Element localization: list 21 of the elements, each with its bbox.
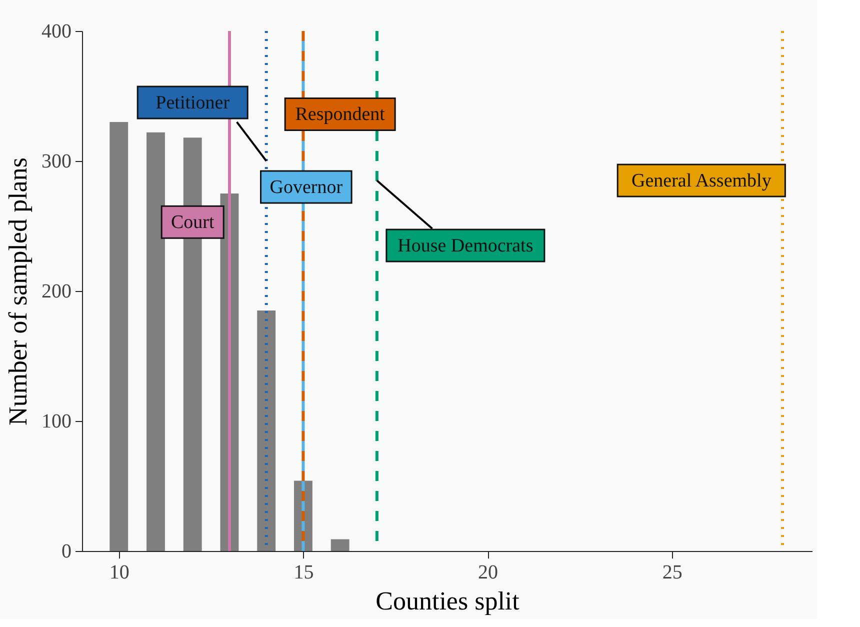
y-tick-label: 100 xyxy=(42,410,72,432)
bar xyxy=(330,539,350,551)
y-tick-label: 200 xyxy=(42,280,72,302)
ref-line-label: Respondent xyxy=(295,104,386,126)
x-tick-label: 15 xyxy=(294,562,314,584)
y-axis-title: Number of sampled plans xyxy=(4,158,32,426)
y-tick-label: 400 xyxy=(42,20,72,42)
ref-line-label: Petitioner xyxy=(156,92,230,114)
bar xyxy=(146,132,165,551)
x-tick-label: 20 xyxy=(478,562,498,584)
bar xyxy=(110,122,128,551)
x-axis-title: Counties split xyxy=(376,586,520,616)
ref-line-label: General Assembly xyxy=(631,170,772,192)
ref-line-label: Court xyxy=(170,212,215,234)
ref-line-label: House Democrats xyxy=(398,236,534,256)
bar xyxy=(257,310,276,551)
x-tick-label: 10 xyxy=(109,562,130,584)
y-tick-label: 0 xyxy=(62,540,72,562)
ref-line-label: Governor xyxy=(270,177,344,198)
x-tick-label: 25 xyxy=(662,562,682,584)
y-tick-label: 300 xyxy=(42,150,72,172)
